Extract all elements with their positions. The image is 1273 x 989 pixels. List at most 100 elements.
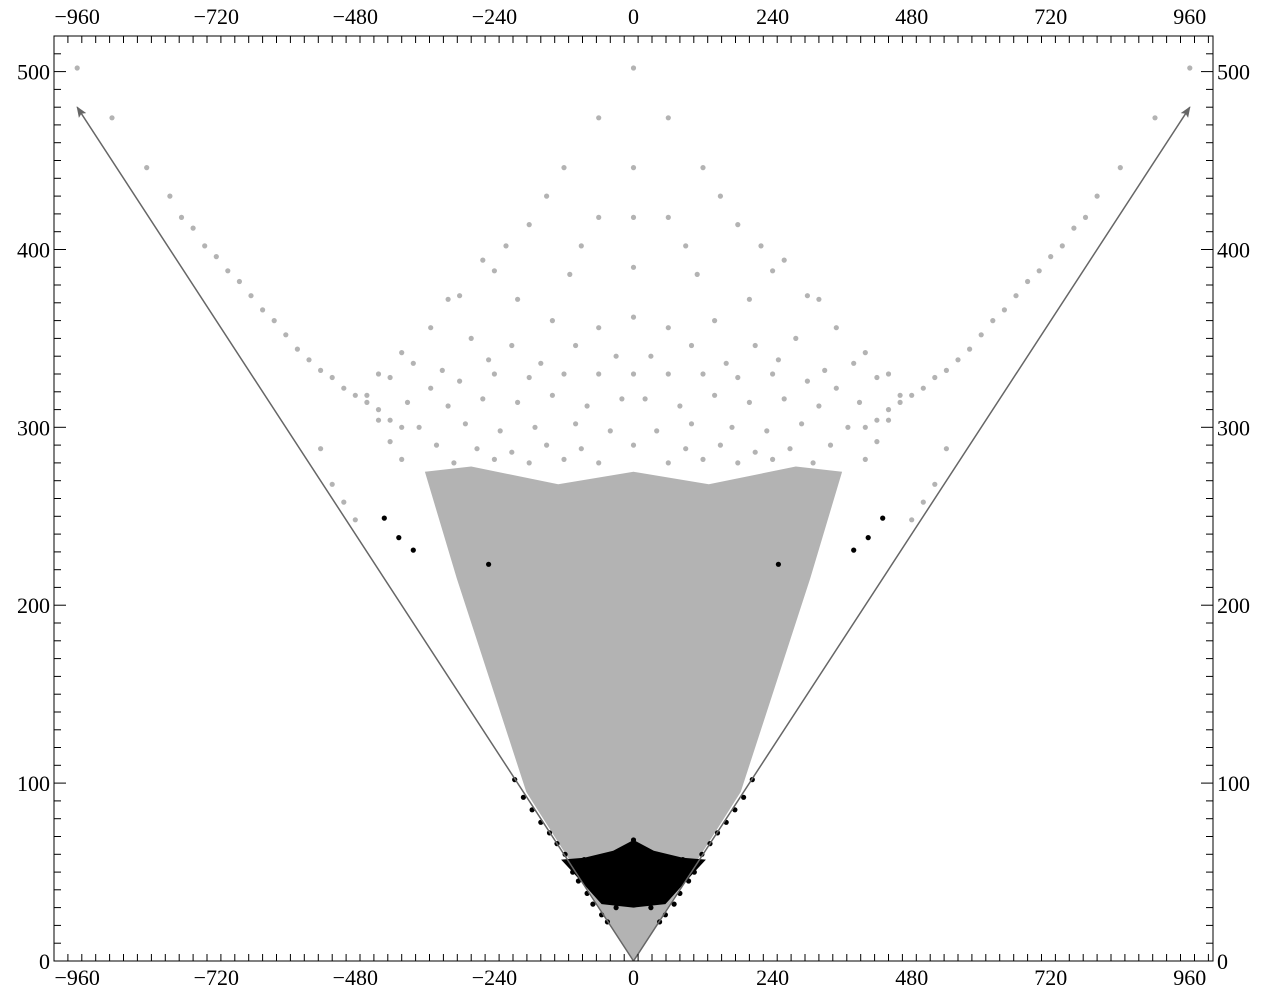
y-tick-label-right: 100	[1217, 771, 1250, 796]
data-point-s1-6	[851, 547, 857, 553]
data-point-s0-40	[943, 367, 950, 373]
data-point-s0-117	[457, 378, 463, 384]
data-point-s0-112	[387, 374, 393, 381]
data-point-s0-48	[318, 446, 324, 452]
data-point-s0-121	[526, 374, 532, 381]
data-point-s0-7	[213, 254, 219, 260]
data-point-s0-68	[735, 222, 741, 228]
data-point-s0-75	[781, 257, 787, 263]
data-point-s0-156	[607, 428, 613, 434]
data-point-s0-170	[630, 442, 637, 448]
data-point-s0-72	[683, 243, 689, 249]
data-point-s0-127	[630, 371, 637, 377]
data-point-s0-161	[827, 442, 834, 448]
data-point-s1-32	[671, 901, 677, 907]
x-tick-label-bottom: 960	[1173, 965, 1206, 989]
x-tick-label-bottom: 480	[895, 965, 928, 989]
data-point-s0-153	[729, 424, 735, 430]
data-point-s0-59	[561, 165, 567, 171]
data-point-s0-181	[596, 460, 602, 466]
data-point-s0-43	[909, 392, 915, 398]
data-point-s0-168	[578, 446, 584, 452]
arrow-line-0	[76, 106, 635, 962]
arrow-line-1	[632, 106, 1191, 962]
data-point-s0-84	[515, 296, 521, 302]
data-point-s0-89	[665, 325, 671, 331]
data-point-s0-150	[497, 428, 503, 434]
data-point-s0-54	[920, 499, 926, 505]
data-point-s1-1	[396, 535, 402, 541]
data-point-s0-12	[271, 318, 277, 324]
data-point-s0-32	[1036, 268, 1042, 274]
data-point-s0-135	[781, 396, 787, 402]
data-point-s0-10	[248, 293, 254, 299]
data-point-s0-106	[822, 367, 828, 373]
data-point-s0-79	[694, 271, 700, 277]
data-point-s0-119	[491, 371, 497, 377]
data-point-s0-61	[630, 165, 637, 171]
y-tick-label-left: 500	[17, 60, 50, 85]
data-point-s0-24	[1187, 65, 1193, 71]
data-point-s0-144	[375, 417, 382, 423]
data-point-s1-2	[410, 547, 416, 553]
data-point-s1-38	[607, 851, 613, 857]
region-0	[424, 466, 843, 961]
data-point-s0-62	[544, 193, 550, 199]
data-point-s0-142	[619, 396, 625, 402]
data-point-s0-14	[294, 346, 300, 352]
data-point-s0-136	[515, 399, 521, 405]
data-point-s0-20	[364, 399, 370, 405]
data-point-s0-122	[735, 374, 741, 381]
data-point-s0-5	[190, 225, 196, 231]
data-point-s0-174	[810, 460, 816, 466]
data-point-s0-38	[967, 346, 973, 352]
data-point-s0-123	[561, 371, 567, 377]
x-tick-label-top: 720	[1034, 4, 1067, 29]
data-point-s0-76	[491, 268, 497, 274]
data-point-s0-120	[770, 371, 776, 377]
data-point-s0-145	[885, 417, 892, 423]
data-point-s0-172	[862, 456, 868, 462]
data-point-s0-53	[932, 481, 938, 487]
data-point-s0-77	[770, 268, 776, 274]
data-point-s0-165	[752, 449, 758, 455]
y-tick-label-right: 300	[1217, 415, 1250, 440]
data-point-s0-101	[399, 350, 405, 356]
data-point-s0-93	[468, 335, 474, 341]
x-tick-label-top: 0	[628, 4, 639, 29]
data-point-s0-169	[683, 446, 689, 452]
data-point-s0-85	[746, 296, 753, 302]
data-point-s0-166	[544, 442, 550, 448]
data-point-s0-29	[1071, 225, 1077, 231]
data-point-s0-104	[851, 360, 857, 366]
data-point-s0-25	[1152, 115, 1158, 121]
data-point-s0-33	[1025, 278, 1031, 285]
data-point-s1-41	[630, 837, 637, 843]
data-point-s0-107	[486, 357, 492, 363]
data-point-s0-103	[410, 360, 416, 366]
data-point-s0-139	[712, 392, 718, 398]
data-point-s0-22	[387, 417, 393, 423]
data-point-s0-173	[451, 460, 457, 466]
density-regions	[424, 466, 843, 961]
data-point-s1-23	[741, 794, 747, 800]
data-point-s0-149	[799, 421, 805, 427]
data-point-s0-39	[955, 357, 961, 363]
data-point-s0-182	[665, 460, 671, 466]
data-point-s0-133	[816, 403, 822, 409]
data-point-s0-58	[665, 115, 671, 121]
data-point-s0-83	[804, 293, 811, 299]
data-point-s0-160	[433, 442, 440, 448]
data-point-s0-17	[329, 374, 335, 381]
data-point-s0-132	[445, 403, 451, 409]
data-point-s1-5	[865, 535, 871, 541]
data-point-s0-118	[804, 378, 811, 384]
data-point-s0-57	[596, 115, 602, 121]
data-point-s0-66	[630, 214, 637, 220]
data-point-s0-140	[584, 403, 590, 409]
axis-tick-labels: −960 −960 −720 −720 −480 −480 −240 −240 0 0 240 240…	[17, 4, 1250, 989]
data-point-s0-26	[1117, 165, 1123, 171]
y-tick-label-right: 200	[1217, 593, 1250, 618]
data-point-s0-60	[700, 165, 706, 171]
